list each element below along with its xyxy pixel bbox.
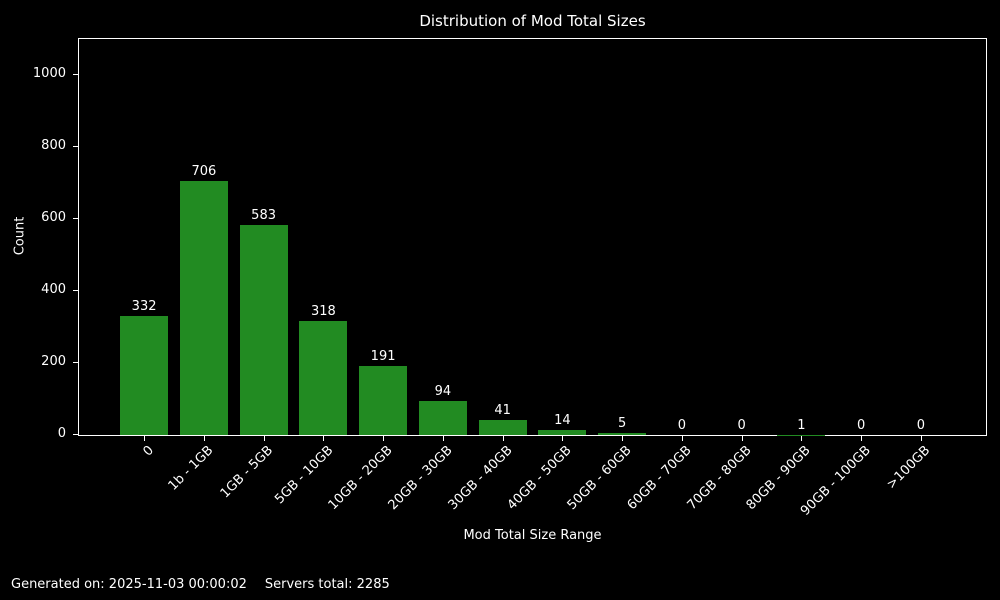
x-tick — [502, 436, 504, 441]
bar — [359, 366, 408, 435]
x-tick — [741, 436, 743, 441]
y-tick-label: 600 — [41, 210, 66, 225]
plot-area — [78, 38, 987, 436]
x-tick — [622, 436, 624, 441]
bar — [179, 180, 228, 435]
bar — [120, 315, 169, 435]
x-axis-label: Mod Total Size Range — [463, 528, 602, 543]
bar — [598, 433, 647, 435]
y-tick-label: 400 — [41, 282, 66, 297]
x-tick — [144, 436, 146, 441]
bars-layer — [79, 39, 986, 435]
chart-title: Distribution of Mod Total Sizes — [419, 12, 646, 30]
bar — [299, 320, 348, 435]
y-axis-label: Count — [12, 216, 28, 256]
y-tick-label: 200 — [41, 354, 66, 369]
generated-on-text: Generated on: 2025-11-03 00:00:02 — [11, 577, 247, 592]
x-tick — [562, 436, 564, 441]
bar — [418, 401, 467, 435]
x-tick — [801, 436, 803, 441]
bar — [538, 430, 587, 435]
x-tick — [681, 436, 683, 441]
x-tick — [263, 436, 265, 441]
footer: Generated on: 2025-11-03 00:00:02 Servers… — [11, 577, 390, 592]
x-tick — [442, 436, 444, 441]
x-tick — [203, 436, 205, 441]
x-tick — [383, 436, 385, 441]
bar — [478, 420, 527, 435]
y-tick-label: 1000 — [32, 66, 66, 81]
y-tick-label: 800 — [41, 138, 66, 153]
x-tick — [861, 436, 863, 441]
servers-total-text: Servers total: 2285 — [264, 577, 390, 592]
y-tick-label: 0 — [57, 426, 66, 441]
bar — [239, 225, 288, 435]
x-tick — [920, 436, 922, 441]
x-tick — [323, 436, 325, 441]
